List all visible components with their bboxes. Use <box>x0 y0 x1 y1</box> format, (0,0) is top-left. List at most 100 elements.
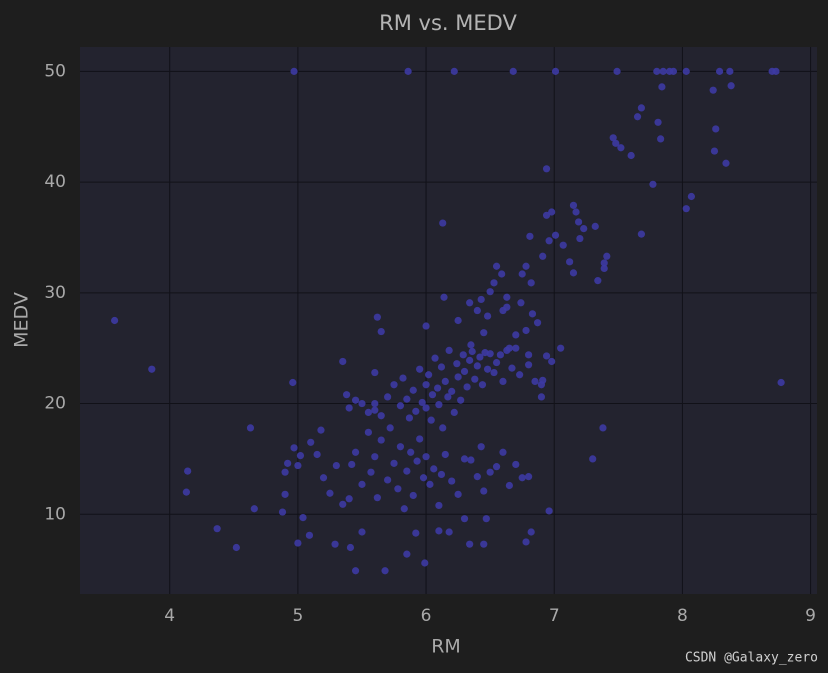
point <box>480 487 488 495</box>
point <box>600 264 608 273</box>
point <box>425 371 433 379</box>
point <box>483 365 492 373</box>
point <box>390 381 398 389</box>
point <box>503 293 511 301</box>
point <box>290 67 298 75</box>
point <box>499 306 507 315</box>
point <box>612 139 620 147</box>
point <box>394 485 402 493</box>
point <box>498 270 506 278</box>
x-tick-label: 7 <box>549 606 560 626</box>
point <box>419 474 428 482</box>
point <box>444 393 452 401</box>
point <box>427 416 435 424</box>
point <box>480 540 488 548</box>
point <box>386 424 394 432</box>
point <box>687 192 695 201</box>
point <box>396 443 405 451</box>
point <box>343 391 351 399</box>
point <box>422 404 430 412</box>
point <box>373 494 381 502</box>
point <box>184 467 192 475</box>
point <box>426 480 434 488</box>
point <box>512 460 520 469</box>
point <box>351 396 360 404</box>
x-tick-label: 5 <box>292 606 303 626</box>
point <box>377 327 385 336</box>
point <box>473 306 481 315</box>
point <box>772 67 780 75</box>
point <box>659 67 667 75</box>
y-axis-title: MEDV <box>11 292 33 348</box>
point <box>364 408 372 417</box>
point <box>603 252 611 260</box>
point <box>367 468 375 476</box>
point <box>445 346 453 354</box>
point <box>416 365 424 373</box>
point <box>467 456 475 464</box>
point <box>727 82 735 90</box>
point <box>594 277 602 285</box>
point <box>512 344 520 352</box>
point <box>437 363 446 371</box>
point <box>545 507 553 515</box>
watermark: CSDN @Galaxy_zero <box>685 651 818 666</box>
point <box>445 528 453 536</box>
point <box>111 316 119 325</box>
y-tick-label: 30 <box>44 283 66 303</box>
point <box>396 402 405 410</box>
point <box>517 299 525 307</box>
point <box>290 444 298 452</box>
point <box>453 360 461 368</box>
point <box>473 362 481 370</box>
chart-title: RM vs. MEDV <box>379 11 517 35</box>
point <box>466 540 474 548</box>
point <box>348 460 356 469</box>
point <box>658 83 666 91</box>
point <box>649 180 657 188</box>
y-tick-label: 10 <box>44 504 66 524</box>
point <box>299 513 307 522</box>
point <box>654 118 662 126</box>
point <box>371 399 379 408</box>
point <box>477 443 485 451</box>
point <box>345 495 353 503</box>
point <box>712 125 720 133</box>
point <box>572 208 580 216</box>
point <box>499 377 507 386</box>
point <box>460 367 469 376</box>
point <box>339 500 347 508</box>
point <box>710 147 719 155</box>
point <box>319 474 328 482</box>
point <box>599 424 607 432</box>
point <box>609 134 617 142</box>
point <box>148 365 156 373</box>
point <box>617 144 625 152</box>
y-tick-label: 40 <box>44 172 66 192</box>
point <box>232 543 240 552</box>
point <box>533 319 542 327</box>
point <box>399 374 407 382</box>
point <box>633 113 642 121</box>
point <box>281 468 289 476</box>
point <box>409 386 417 394</box>
point <box>505 481 513 490</box>
point <box>468 347 476 356</box>
point <box>405 414 414 422</box>
point <box>403 550 411 558</box>
point <box>467 341 475 349</box>
point <box>430 465 438 473</box>
point <box>526 232 534 240</box>
point <box>483 312 492 320</box>
point <box>525 361 533 369</box>
point <box>726 67 734 75</box>
point <box>400 505 408 513</box>
point <box>569 269 578 277</box>
point <box>346 543 355 552</box>
point <box>518 270 526 278</box>
point <box>551 67 560 75</box>
point <box>441 377 449 386</box>
x-axis-title: RM <box>431 636 461 658</box>
point <box>613 67 621 75</box>
